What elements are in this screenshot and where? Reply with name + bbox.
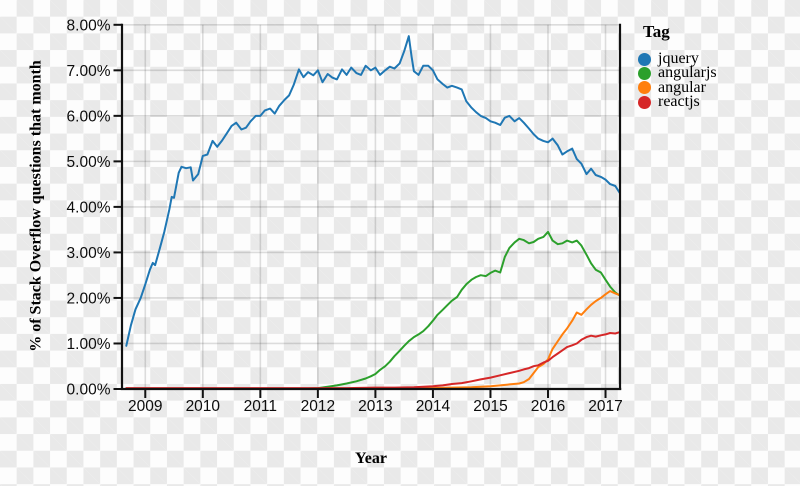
- x-tick-label: 2014: [416, 398, 451, 415]
- jquery-dot-icon: [638, 52, 651, 66]
- legend-label-angularjs: angularjs: [658, 64, 717, 82]
- legend-item-reactjs: reactjs: [636, 93, 717, 111]
- y-tick-label: 2.00%: [67, 290, 111, 307]
- legend-label-reactjs: reactjs: [658, 93, 700, 111]
- x-tick-label: 2016: [531, 398, 565, 415]
- y-tick-label: 5.00%: [67, 154, 111, 171]
- x-tick-label: 2009: [128, 398, 162, 415]
- legend-item-jquery: jquery: [636, 50, 717, 68]
- legend-item-angular: angular: [636, 78, 717, 96]
- y-tick-label: 7.00%: [67, 63, 111, 80]
- x-tick-label: 2012: [301, 398, 335, 415]
- x-tick-label: 2013: [358, 398, 392, 415]
- y-axis-title: % of Stack Overflow questions that month: [27, 60, 45, 352]
- series-line-jquery: [125, 35, 621, 347]
- x-tick-label: 2015: [473, 398, 507, 415]
- x-axis-title: Year: [355, 450, 387, 467]
- y-tick-label: 0.00%: [67, 382, 111, 399]
- y-tick-label: 8.00%: [67, 17, 111, 34]
- y-tick-label: 6.00%: [67, 108, 111, 125]
- series-line-angularjs: [125, 230, 621, 390]
- reactjs-dot-icon: [638, 95, 651, 109]
- legend-title: Tag: [643, 22, 670, 41]
- angularjs-dot-icon: [638, 66, 651, 80]
- legend-label-angular: angular: [658, 78, 706, 96]
- series-line-reactjs: [125, 331, 621, 390]
- y-tick-label: 1.00%: [67, 336, 111, 353]
- legend: Tag jquery angularjs angular reactjs: [636, 22, 717, 111]
- x-tick-label: 2017: [588, 398, 622, 415]
- x-tick-label: 2011: [244, 398, 277, 415]
- legend-label-jquery: jquery: [658, 50, 699, 68]
- y-tick-label: 3.00%: [67, 245, 111, 262]
- legend-item-angularjs: angularjs: [636, 64, 717, 82]
- x-tick-label: 2010: [186, 398, 221, 415]
- y-tick-label: 4.00%: [67, 199, 111, 216]
- angular-dot-icon: [638, 81, 651, 95]
